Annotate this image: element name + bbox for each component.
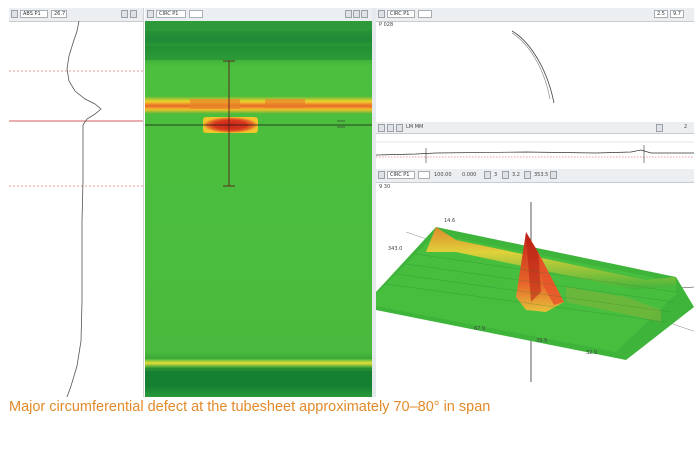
- channel-select[interactable]: CIRC P1: [156, 10, 186, 18]
- menu-icon[interactable]: [147, 10, 154, 18]
- strip-mode-label: LM MM: [406, 124, 424, 130]
- strip-chart-panel: ABS P1 26.7: [9, 8, 144, 397]
- menu-icon[interactable]: [378, 10, 385, 18]
- refresh-icon[interactable]: [524, 171, 531, 179]
- c-scan-image: [145, 21, 372, 397]
- channel-select[interactable]: CIRC P1: [387, 171, 415, 179]
- axial-strip-trace: [376, 141, 694, 163]
- lissajous-toolbar: CIRC P1 2.5 9.7: [376, 8, 694, 22]
- lissajous-panel: CIRC P1 2.5 9.7 P 028: [376, 8, 694, 120]
- settings-icon[interactable]: [121, 10, 128, 18]
- strip-chart-trace: [9, 21, 143, 397]
- readout-scale: 3.2: [512, 172, 520, 178]
- readout-angle: 353.5: [534, 172, 549, 178]
- filter-field[interactable]: [189, 10, 203, 18]
- 3d-surface-panel: CIRC P1 100.00 0.000 3 3.2 353.5 9 30: [376, 169, 694, 397]
- axial-strip-toolbar: LM MM 2: [376, 122, 694, 134]
- value-field[interactable]: 26.7: [51, 10, 67, 18]
- expand-icon[interactable]: [361, 10, 368, 18]
- readout-span: 100.00: [434, 172, 452, 178]
- axis-label-1: 14.6: [444, 218, 455, 224]
- surface-corner-label: 9 30: [379, 184, 391, 190]
- 3d-surface-toolbar: CIRC P1 100.00 0.000 3 3.2 353.5: [376, 169, 694, 183]
- axis-label-5: 32.9: [586, 350, 597, 356]
- c-scan-panel: CIRC P1: [145, 8, 372, 397]
- figure-caption: Major circumferential defect at the tube…: [9, 399, 491, 415]
- pan-icon[interactable]: [378, 124, 385, 132]
- search-icon[interactable]: [484, 171, 491, 179]
- settings-icon[interactable]: [550, 171, 557, 179]
- menu-icon[interactable]: [11, 10, 18, 18]
- zoom-out-icon[interactable]: [396, 124, 403, 132]
- axial-strip-panel: LM MM 2: [376, 122, 694, 168]
- filter-field[interactable]: [418, 10, 432, 18]
- lissajous-corner-label: P 028: [379, 22, 394, 28]
- readout-step: 3: [494, 172, 498, 178]
- 3d-surface-plot: 14.6 343.0 67.9 39.9 32.9: [376, 202, 694, 382]
- strip-chart-toolbar: ABS P1 26.7: [9, 8, 143, 22]
- expand-icon[interactable]: [130, 10, 137, 18]
- channel-select[interactable]: ABS P1: [20, 10, 48, 18]
- lissajous-trace: [511, 30, 555, 104]
- settings-icon[interactable]: [656, 124, 663, 132]
- c-scan-toolbar: CIRC P1: [145, 8, 372, 22]
- readout-offset: 0.000: [462, 172, 477, 178]
- axis-label-2: 343.0: [388, 246, 402, 252]
- rotate-icon[interactable]: [502, 171, 509, 179]
- rotation-field[interactable]: 9.7: [670, 10, 684, 18]
- axis-label-3: 67.9: [474, 326, 485, 332]
- settings-icon[interactable]: [353, 10, 360, 18]
- menu-icon[interactable]: [378, 171, 385, 179]
- channel-select[interactable]: CIRC P1: [387, 10, 415, 18]
- span-field[interactable]: 2.5: [654, 10, 668, 18]
- zoom-icon[interactable]: [345, 10, 352, 18]
- axis-label-4: 39.9: [536, 338, 547, 344]
- zoom-in-icon[interactable]: [387, 124, 394, 132]
- strip-right-label: 2: [684, 124, 688, 130]
- filter-field[interactable]: [418, 171, 430, 179]
- splitter-handle[interactable]: [372, 8, 376, 397]
